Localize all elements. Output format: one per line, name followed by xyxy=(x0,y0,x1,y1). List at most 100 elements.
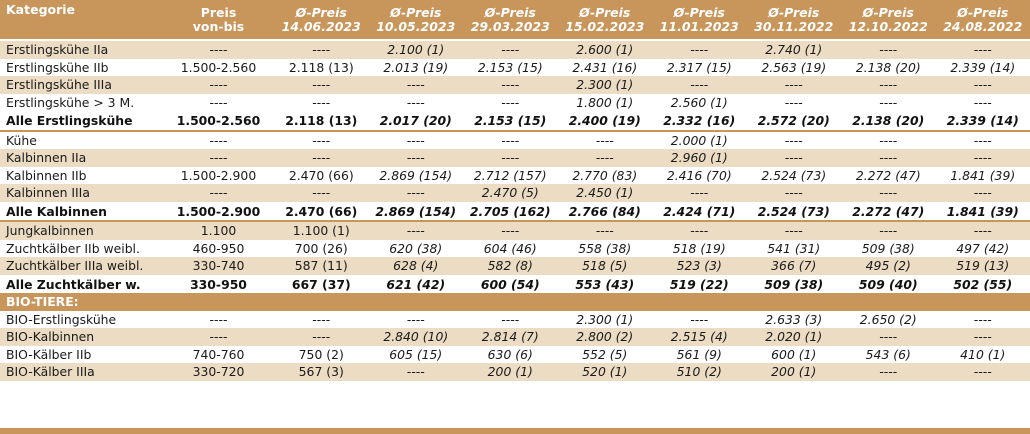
avg-price-cell: 2.712 (157) xyxy=(463,166,558,184)
avg-price-cell: 518 (19) xyxy=(652,239,747,257)
avg-price-cell: ---- xyxy=(935,131,1030,149)
avg-price-cell: ---- xyxy=(274,76,369,94)
avg-price-cell: ---- xyxy=(463,76,558,94)
avg-price-cell: ---- xyxy=(652,222,747,240)
avg-price-cell: ---- xyxy=(652,184,747,202)
avg-price-cell: 2.017 (20) xyxy=(368,111,463,130)
price-range-cell: 330-740 xyxy=(163,257,274,275)
price-range-cell: 1.500-2.900 xyxy=(163,201,274,220)
avg-price-cell: 2.600 (1) xyxy=(557,40,652,59)
avg-price-cell: 541 (31) xyxy=(746,239,841,257)
avg-price-cell: ---- xyxy=(274,328,369,346)
avg-price-cell: 2.300 (1) xyxy=(557,76,652,94)
header-kategorie: Kategorie xyxy=(0,0,163,41)
avg-price-cell: ---- xyxy=(463,40,558,59)
avg-price-cell: 497 (42) xyxy=(935,239,1030,257)
header-line2: 12.10.2022 xyxy=(848,18,928,34)
price-range-cell: 1.500-2.560 xyxy=(163,58,274,76)
header-avg-price: Ø-Preis 29.03.2023 xyxy=(463,0,558,41)
avg-price-cell: 2.960 (1) xyxy=(652,149,747,167)
category-cell: Kalbinnen IIb xyxy=(0,166,163,184)
bottom-border xyxy=(0,428,1030,434)
avg-price-cell: 2.869 (154) xyxy=(368,201,463,220)
category-cell: BIO-Erstlingskühe xyxy=(0,310,163,328)
avg-price-cell: 543 (6) xyxy=(841,345,936,363)
avg-price-cell: ---- xyxy=(368,363,463,381)
table-row: Erstlingskühe IIa ---- ---- 2.100 (1) ---- 2.… xyxy=(0,40,1030,59)
price-range-cell: 460-950 xyxy=(163,239,274,257)
category-cell: Erstlingskühe IIIa xyxy=(0,76,163,94)
avg-price-cell: 582 (8) xyxy=(463,257,558,275)
table-row: Kühe ---- ---- ---- ---- ---- 2.000 (1) ---- ---… xyxy=(0,131,1030,149)
avg-price-cell: 630 (6) xyxy=(463,345,558,363)
avg-price-cell: 2.317 (15) xyxy=(652,58,747,76)
avg-price-cell: 2.300 (1) xyxy=(557,310,652,328)
header-line1: Ø-Preis xyxy=(579,4,631,20)
avg-price-cell: ---- xyxy=(841,184,936,202)
price-range-cell: ---- xyxy=(163,184,274,202)
avg-price-cell: ---- xyxy=(274,40,369,59)
avg-price-cell: 2.272 (47) xyxy=(841,201,936,220)
category-cell: BIO-Kälber IIIa xyxy=(0,363,163,381)
avg-price-cell: ---- xyxy=(463,310,558,328)
header-avg-price: Ø-Preis 12.10.2022 xyxy=(841,0,936,41)
avg-price-cell: ---- xyxy=(463,93,558,112)
separator-row xyxy=(0,220,1030,222)
separator-row xyxy=(0,129,1030,132)
avg-price-cell: 2.572 (20) xyxy=(746,111,841,130)
avg-price-cell: 2.138 (20) xyxy=(841,58,936,76)
avg-price-cell: ---- xyxy=(935,363,1030,381)
avg-price-cell: 2.118 (13) xyxy=(274,58,369,76)
avg-price-cell: 2.840 (10) xyxy=(368,328,463,346)
avg-price-cell: ---- xyxy=(841,76,936,94)
avg-price-cell: 604 (46) xyxy=(463,239,558,257)
avg-price-cell: 2.869 (154) xyxy=(368,166,463,184)
price-range-cell: ---- xyxy=(163,93,274,112)
avg-price-cell: 620 (38) xyxy=(368,239,463,257)
avg-price-cell: 2.770 (83) xyxy=(557,166,652,184)
category-cell: BIO-Kälber IIb xyxy=(0,345,163,363)
avg-price-cell: ---- xyxy=(274,184,369,202)
header-line2: 30.11.2022 xyxy=(754,18,834,34)
separator xyxy=(0,129,1030,132)
header-line1: Ø-Preis xyxy=(484,4,536,20)
avg-price-cell: 2.020 (1) xyxy=(746,328,841,346)
avg-price-cell: 2.814 (7) xyxy=(463,328,558,346)
header-line2: 29.03.2023 xyxy=(470,18,550,34)
avg-price-cell: 667 (37) xyxy=(274,274,369,293)
avg-price-cell: 621 (42) xyxy=(368,274,463,293)
header-preis: Preis von-bis xyxy=(163,0,274,41)
table-row: Erstlingskühe IIb 1.500-2.560 2.118 (13) 2.… xyxy=(0,58,1030,76)
avg-price-cell: ---- xyxy=(746,149,841,167)
avg-price-cell: 600 (54) xyxy=(463,274,558,293)
total-row: Alle Kalbinnen 1.500-2.900 2.470 (66) 2.869… xyxy=(0,201,1030,220)
header-avg-price: Ø-Preis 14.06.2023 xyxy=(274,0,369,41)
avg-price-cell: 2.416 (70) xyxy=(652,166,747,184)
avg-price-cell: ---- xyxy=(935,184,1030,202)
header-line1: Preis xyxy=(200,4,237,20)
header-avg-price: Ø-Preis 11.01.2023 xyxy=(652,0,747,41)
avg-price-cell: 2.515 (4) xyxy=(652,328,747,346)
avg-price-cell: ---- xyxy=(746,131,841,149)
avg-price-cell: ---- xyxy=(368,222,463,240)
avg-price-cell: 1.841 (39) xyxy=(935,166,1030,184)
category-cell: Erstlingskühe IIb xyxy=(0,58,163,76)
table-row: BIO-Erstlingskühe ---- ---- ---- ---- 2.300 (… xyxy=(0,310,1030,328)
category-cell: Zuchtkälber IIIa weibl. xyxy=(0,257,163,275)
header-line1: Ø-Preis xyxy=(862,4,914,20)
avg-price-cell: 410 (1) xyxy=(935,345,1030,363)
avg-price-cell: 509 (38) xyxy=(746,274,841,293)
header-avg-price: Ø-Preis 10.05.2023 xyxy=(368,0,463,41)
header-line2: 24.08.2022 xyxy=(943,18,1023,34)
avg-price-cell: ---- xyxy=(274,93,369,112)
avg-price-cell: 2.560 (1) xyxy=(652,93,747,112)
avg-price-cell: ---- xyxy=(841,328,936,346)
category-cell: Kalbinnen IIa xyxy=(0,149,163,167)
avg-price-cell: ---- xyxy=(746,222,841,240)
avg-price-cell: ---- xyxy=(652,76,747,94)
price-range-cell: ---- xyxy=(163,328,274,346)
avg-price-cell: 628 (4) xyxy=(368,257,463,275)
avg-price-cell: ---- xyxy=(463,149,558,167)
header-avg-price: Ø-Preis 15.02.2023 xyxy=(557,0,652,41)
price-range-cell: 330-720 xyxy=(163,363,274,381)
